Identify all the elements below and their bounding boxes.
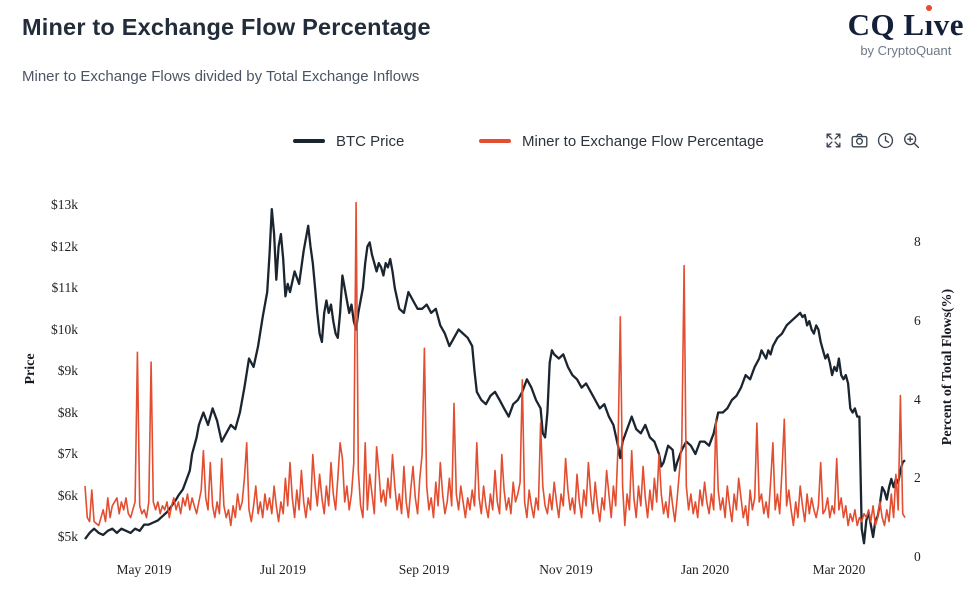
plot-canvas[interactable] bbox=[84, 183, 906, 560]
legend-label-flow-percentage: Miner to Exchange Flow Percentage bbox=[522, 132, 764, 150]
percent-tick-label: 4 bbox=[914, 392, 921, 407]
date-tick-label: Jul 2019 bbox=[259, 562, 307, 577]
btc-price-line-swatch bbox=[293, 139, 325, 143]
history-button[interactable] bbox=[875, 130, 896, 151]
date-tick-label: Nov 2019 bbox=[539, 562, 593, 577]
price-tick-label: $12k bbox=[51, 239, 78, 254]
price-tick-label: $8k bbox=[57, 405, 78, 420]
btc-price-line bbox=[84, 207, 906, 545]
miner-to-exchange-flow-percentage-line bbox=[84, 201, 906, 527]
date-tick-label: Jan 2020 bbox=[680, 562, 730, 577]
date-tick-label: Sep 2019 bbox=[398, 562, 450, 577]
camera-icon bbox=[851, 133, 868, 148]
logo-byline: by CryptoQuant bbox=[860, 43, 952, 59]
price-tick-label: $13k bbox=[51, 197, 78, 212]
price-tick-label: $7k bbox=[57, 446, 78, 461]
chart-legend: BTC Price Miner to Exchange Flow Percent… bbox=[0, 128, 976, 154]
clock-icon bbox=[877, 132, 894, 149]
price-tick-label: $6k bbox=[57, 488, 78, 503]
snapshot-button[interactable] bbox=[849, 130, 870, 151]
percent-tick-label: 2 bbox=[914, 470, 921, 485]
date-tick-label: Mar 2020 bbox=[812, 562, 866, 577]
legend-item-btc-price[interactable]: BTC Price bbox=[293, 128, 404, 154]
page-title: Miner to Exchange Flow Percentage bbox=[22, 14, 431, 40]
y-axis-title-percent: Percent of Total Flows(%) bbox=[940, 288, 955, 446]
chart-toolbar bbox=[823, 130, 922, 151]
percent-tick-label: 8 bbox=[914, 234, 921, 249]
legend-item-flow-percentage[interactable]: Miner to Exchange Flow Percentage bbox=[479, 128, 764, 154]
flow-percentage-line-swatch bbox=[479, 139, 511, 143]
price-tick-label: $10k bbox=[51, 322, 78, 337]
price-tick-label: $11k bbox=[51, 280, 79, 295]
percent-tick-label: 6 bbox=[914, 313, 921, 328]
date-tick-label: May 2019 bbox=[116, 562, 172, 577]
cq-live-logo: CQ Lı ve by CryptoQuant bbox=[847, 5, 964, 59]
page-subtitle: Miner to Exchange Flows divided by Total… bbox=[22, 68, 420, 85]
legend-label-btc-price: BTC Price bbox=[336, 132, 405, 150]
zoom-in-magnifier-icon bbox=[904, 133, 920, 149]
logo-wordmark: CQ Lı ve bbox=[847, 5, 964, 42]
price-tick-label: $9k bbox=[57, 363, 78, 378]
zoom-in-button[interactable] bbox=[901, 130, 922, 151]
y-axis-title-price: Price bbox=[23, 353, 38, 385]
fullscreen-button[interactable] bbox=[823, 130, 844, 151]
percent-tick-label: 0 bbox=[914, 549, 921, 564]
fullscreen-expand-icon bbox=[826, 133, 841, 148]
price-tick-label: $5k bbox=[57, 529, 78, 544]
logo-i-dot-icon bbox=[926, 5, 933, 11]
